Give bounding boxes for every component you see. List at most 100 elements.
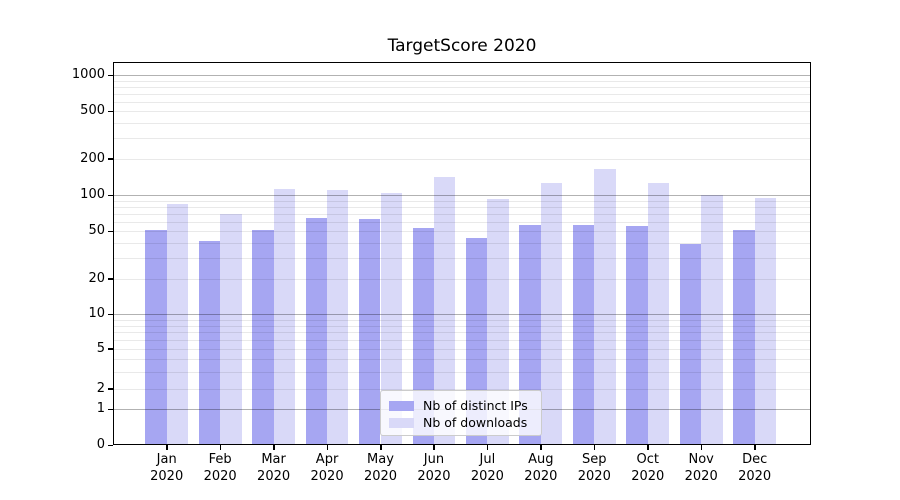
x-tick-feb [219, 445, 222, 450]
y-tick-label-1000: 1000 [71, 67, 105, 83]
gridline-10 [114, 314, 810, 315]
y-tick-label-20: 20 [88, 270, 105, 286]
x-tick-may [380, 445, 382, 450]
bar-ips-mar [252, 230, 274, 445]
y-tick-label-50: 50 [88, 223, 105, 239]
gridline-20 [114, 279, 810, 280]
x-tick-jan [166, 445, 168, 450]
gridline-800 [114, 87, 810, 88]
gridline-90 [114, 201, 810, 202]
y-tick-200 [108, 158, 113, 160]
x-tick-oct [647, 445, 649, 450]
gridline-700 [114, 94, 810, 95]
gridline-3 [114, 372, 810, 373]
bar-downloads-sep [594, 168, 616, 445]
bar-downloads-feb [220, 214, 242, 445]
x-tick-label-dec: Dec 2020 [738, 452, 772, 484]
x-tick-nov [700, 445, 703, 450]
x-tick-jul [486, 445, 489, 450]
bar-downloads-aug [540, 182, 563, 445]
y-tick-label-1: 1 [96, 401, 105, 417]
gridline-4 [114, 359, 810, 360]
legend-row-distinct-ips: Nb of distinct IPs [389, 397, 533, 414]
legend-row-downloads: Nb of downloads [389, 414, 533, 431]
y-tick-5 [108, 348, 113, 350]
gridline-400 [114, 123, 810, 124]
bar-ips-feb [198, 241, 221, 445]
gridline-60 [114, 222, 810, 223]
y-tick-label-200: 200 [80, 150, 105, 166]
x-tick-mar [273, 445, 275, 450]
y-tick-label-500: 500 [80, 103, 105, 119]
y-tick-label-5: 5 [96, 340, 105, 356]
y-tick-label-0: 0 [96, 437, 105, 452]
gridline-80 [114, 207, 810, 208]
bar-ips-nov [679, 243, 702, 445]
x-tick-label-aug: Aug 2020 [524, 452, 558, 484]
gridline-900 [114, 81, 810, 82]
gridline-7 [114, 332, 810, 333]
bar-ips-jan [145, 230, 167, 445]
bar-downloads-apr [327, 190, 349, 445]
x-tick-label-jan: Jan 2020 [150, 452, 184, 484]
x-tick-label-oct: Oct 2020 [631, 452, 665, 484]
bar-ips-may [359, 219, 381, 445]
gridline-5 [114, 349, 810, 350]
bar-downloads-jul [487, 198, 509, 445]
x-tick-sep [593, 445, 596, 450]
gridline-600 [114, 102, 810, 103]
gridline-6 [114, 340, 810, 341]
y-tick-2 [108, 388, 113, 390]
bar-downloads-may [380, 192, 402, 445]
x-tick-label-feb: Feb 2020 [203, 452, 237, 484]
x-tick-label-mar: Mar 2020 [257, 452, 291, 484]
gridline-2 [114, 389, 810, 390]
gridline-8 [114, 326, 810, 327]
x-tick-label-jul: Jul 2020 [470, 452, 504, 484]
gridline-500 [114, 111, 810, 112]
gridline-70 [114, 214, 810, 215]
y-tick-500 [108, 110, 113, 113]
bar-downloads-oct [647, 183, 670, 445]
gridline-300 [114, 138, 810, 139]
bar-downloads-jan [166, 204, 189, 445]
y-tick-1000 [108, 74, 113, 77]
x-tick-dec [754, 445, 756, 450]
y-tick-1 [108, 408, 113, 411]
legend-label-distinct-ips: Nb of distinct IPs [423, 398, 528, 413]
gridline-40 [114, 243, 810, 244]
y-tick-label-100: 100 [80, 187, 105, 203]
bar-ips-sep [572, 225, 595, 445]
gridline-50 [114, 231, 810, 232]
y-tick-10 [108, 313, 113, 316]
legend-swatch-downloads [389, 417, 414, 428]
y-tick-20 [108, 278, 113, 280]
y-tick-100 [108, 194, 113, 197]
bar-downloads-jun [433, 176, 456, 445]
legend-label-downloads: Nb of downloads [423, 415, 528, 430]
x-tick-label-may: May 2020 [363, 452, 398, 484]
gridline-9 [114, 320, 810, 321]
bar-downloads-mar [273, 189, 295, 445]
gridline-30 [114, 258, 810, 259]
bar-ips-dec [733, 230, 755, 445]
y-tick-label-2: 2 [96, 380, 105, 396]
x-tick-jun [433, 445, 435, 450]
x-tick-apr [326, 445, 329, 450]
bar-downloads-dec [754, 197, 777, 445]
y-tick-label-10: 10 [88, 306, 105, 322]
x-tick-label-apr: Apr 2020 [310, 452, 344, 484]
y-tick-50 [108, 230, 113, 233]
bar-ips-oct [626, 226, 648, 445]
chart-title: TargetScore 2020 [387, 36, 537, 56]
x-tick-label-nov: Nov 2020 [684, 452, 718, 484]
x-tick-label-jun: Jun 2020 [417, 452, 451, 484]
x-tick-aug [540, 445, 542, 450]
gridline-100 [114, 195, 810, 196]
gridline-1000 [114, 75, 810, 76]
y-tick-0 [108, 444, 113, 446]
legend-swatch-distinct-ips [389, 400, 414, 411]
bar-downloads-nov [701, 194, 723, 445]
x-tick-label-sep: Sep 2020 [577, 452, 611, 484]
